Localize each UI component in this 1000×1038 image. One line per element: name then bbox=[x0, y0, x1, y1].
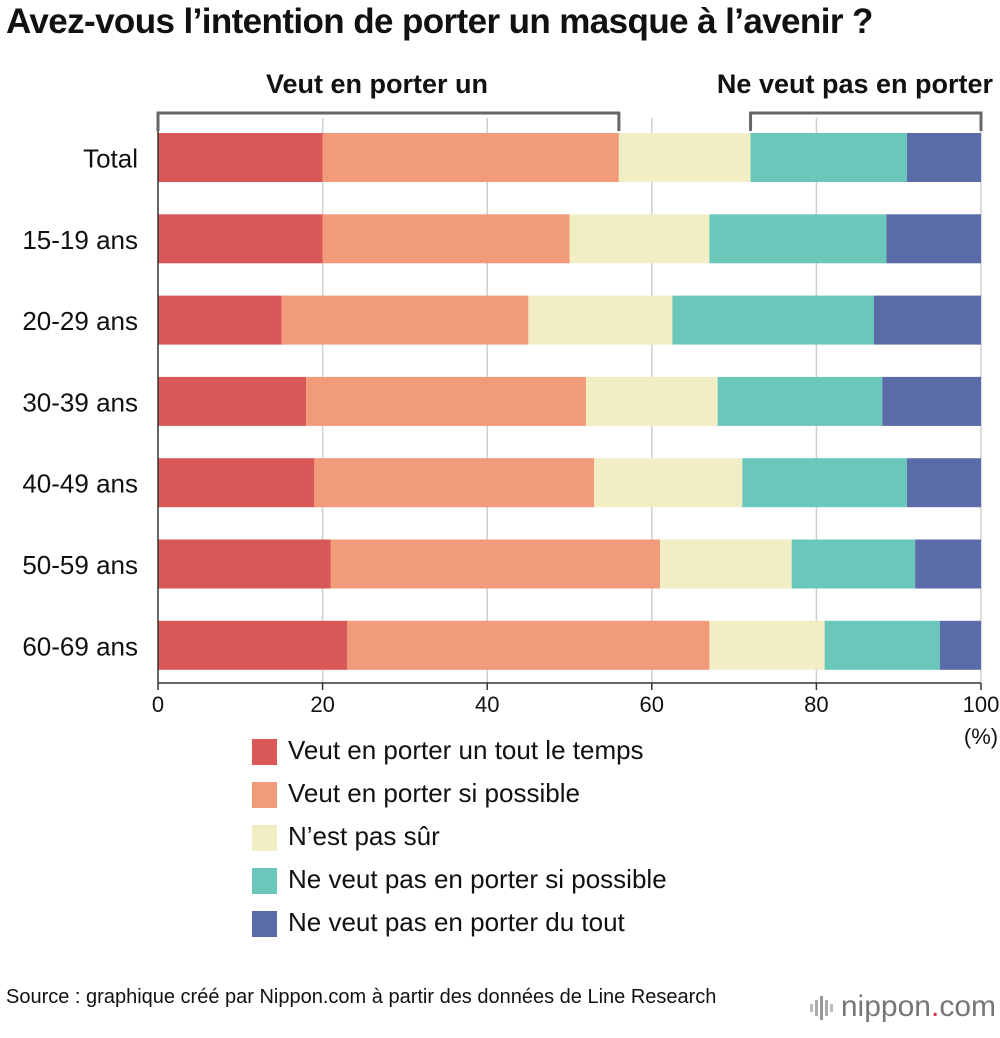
bar-segment bbox=[939, 620, 981, 670]
x-tick-label: 40 bbox=[475, 692, 499, 717]
bar-segment bbox=[882, 376, 981, 426]
category-label: Total bbox=[83, 144, 138, 174]
source-note: Source : graphique créé par Nippon.com à… bbox=[6, 986, 717, 1008]
bar-segment bbox=[886, 214, 981, 264]
bar-segment bbox=[791, 539, 916, 589]
bar-segment bbox=[322, 214, 570, 264]
category-label: 60-69 ans bbox=[22, 631, 138, 661]
bar-segment bbox=[585, 376, 718, 426]
bar-segment bbox=[347, 620, 710, 670]
legend-swatch bbox=[252, 739, 277, 765]
stacked-bar-chart: Total 15-19 ans 20-29 ans 30-39 ans 40-49 an… bbox=[22, 69, 1000, 749]
bar-segment bbox=[314, 458, 595, 508]
bar-segment bbox=[660, 539, 792, 589]
bar-segment bbox=[594, 458, 743, 508]
bar-segment bbox=[158, 376, 307, 426]
bar-segment bbox=[158, 620, 348, 670]
bar-segment bbox=[709, 620, 825, 670]
bar-segment bbox=[915, 539, 981, 589]
category-label: 50-59 ans bbox=[22, 550, 138, 580]
nippon-logo: nippon.com bbox=[809, 990, 996, 1024]
bracket-label: Veut en porter un bbox=[266, 69, 488, 99]
legend-swatch bbox=[252, 911, 277, 937]
x-tick-label: 80 bbox=[804, 692, 828, 717]
x-tick-label: 20 bbox=[310, 692, 334, 717]
bar-segment bbox=[158, 214, 323, 264]
bar-segment bbox=[330, 539, 661, 589]
bar-segment bbox=[717, 376, 883, 426]
bracket-line bbox=[749, 111, 983, 131]
bar-segment bbox=[618, 133, 751, 182]
category-label: 30-39 ans bbox=[22, 387, 138, 417]
chart-title: Avez-vous l’intention de porter un masqu… bbox=[6, 2, 873, 41]
legend-label: N’est pas sûr bbox=[288, 821, 440, 851]
bar-segment bbox=[824, 620, 940, 670]
legend-swatch bbox=[252, 868, 277, 894]
bar-segment bbox=[281, 295, 529, 345]
logo-dot: . bbox=[930, 990, 940, 1023]
logo-name: nippon bbox=[840, 990, 931, 1023]
bar-segment bbox=[750, 133, 907, 182]
x-unit-label: (%) bbox=[964, 724, 998, 749]
legend-label: Veut en porter un tout le temps bbox=[288, 735, 644, 765]
bar-segment bbox=[709, 214, 887, 264]
bracket-line bbox=[156, 111, 621, 131]
x-tick-label: 60 bbox=[640, 692, 664, 717]
category-label: 40-49 ans bbox=[22, 469, 138, 499]
bar-segment bbox=[322, 133, 619, 182]
legend-label: Veut en porter si possible bbox=[288, 778, 580, 808]
bar-segment bbox=[569, 214, 710, 264]
logo-bars-icon bbox=[809, 996, 833, 1021]
bar-segment bbox=[158, 539, 331, 589]
legend-label: Ne veut pas en porter du tout bbox=[288, 907, 625, 937]
category-label: 15-19 ans bbox=[22, 225, 138, 255]
bar-segment bbox=[158, 458, 315, 508]
bar-segment bbox=[874, 295, 981, 345]
x-tick-label: 100 bbox=[963, 692, 1000, 717]
bar-segment bbox=[906, 458, 981, 508]
bar-segment bbox=[158, 133, 323, 182]
x-tick-label: 0 bbox=[152, 692, 164, 717]
bar-segment bbox=[528, 295, 673, 345]
bar-segment bbox=[158, 295, 282, 345]
logo-suffix: com bbox=[939, 990, 996, 1023]
legend-swatch bbox=[252, 825, 277, 851]
bar-segment bbox=[306, 376, 586, 426]
bracket-label: Ne veut pas en porter bbox=[717, 69, 994, 99]
legend-label: Ne veut pas en porter si possible bbox=[288, 864, 667, 894]
bar-segment bbox=[906, 133, 981, 182]
bar-segment bbox=[672, 295, 875, 345]
category-label: 20-29 ans bbox=[22, 306, 138, 336]
legend-swatch bbox=[252, 782, 277, 808]
bar-segment bbox=[742, 458, 907, 508]
